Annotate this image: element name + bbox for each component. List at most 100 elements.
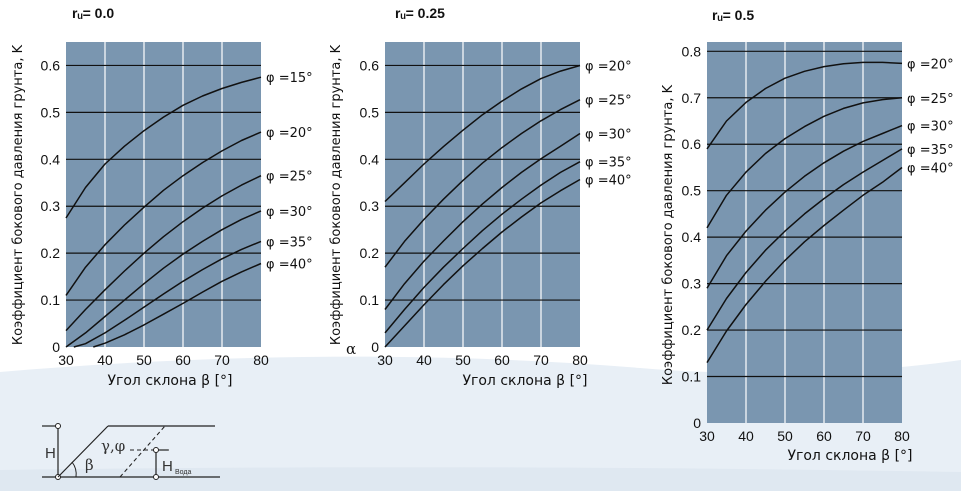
y-tick-label: 0.5 (41, 104, 61, 120)
y-tick-label: 0.3 (682, 276, 702, 292)
diagram-label-gamma-phi: γ,φ (101, 437, 125, 455)
diagram-label-beta: β (85, 456, 94, 474)
y-tick-label: 0.5 (682, 183, 702, 199)
diagram-label-H-water: H (162, 458, 173, 475)
series-label: φ =40° (266, 258, 313, 273)
series-line (65, 76, 262, 219)
y-tick-label: 0.6 (682, 136, 702, 152)
y-tick-label: 0.1 (360, 292, 380, 308)
x-tick-label: 40 (416, 352, 432, 368)
series-label: φ =20° (266, 126, 313, 141)
series-line (73, 240, 262, 348)
series-line (384, 64, 581, 203)
diagram-label-water-sub: Вода (175, 469, 191, 476)
x-tick-label: 50 (777, 428, 793, 444)
series-label: φ =30° (585, 128, 632, 143)
series-label: φ =30° (266, 205, 313, 220)
series-line (706, 148, 903, 331)
y-tick-label: 0.4 (682, 229, 702, 245)
x-tick-label: 60 (175, 352, 191, 368)
y-tick-label: 0.6 (360, 57, 380, 73)
chart-title: rᵤ= 0.25 (395, 5, 445, 21)
y-tick-label: 0.1 (41, 292, 61, 308)
x-tick-label: 40 (97, 352, 113, 368)
y-tick-label: 0.2 (360, 245, 380, 261)
series-line (384, 99, 581, 268)
series-label: φ =35° (585, 156, 632, 171)
alpha-label: α (346, 340, 356, 358)
x-axis-label: Угол склона β [°] (462, 373, 587, 389)
series-line (93, 262, 262, 348)
x-tick-label: 60 (494, 352, 510, 368)
series-line (65, 131, 262, 296)
y-tick-label: 0.5 (360, 104, 380, 120)
series-label: φ =20° (907, 57, 954, 72)
diagram-node-top (55, 423, 61, 429)
y-tick-label: 0.2 (41, 245, 61, 261)
y-tick-label: 0.6 (41, 57, 61, 73)
x-tick-label: 30 (699, 428, 715, 444)
y-tick-label: 0.8 (682, 43, 702, 59)
x-tick-label: 50 (455, 352, 471, 368)
x-tick-label: 30 (377, 352, 393, 368)
plot-area (385, 42, 580, 347)
x-tick-label: 40 (738, 428, 754, 444)
diagram-slope-line (57, 425, 109, 478)
chart-title: rᵤ= 0.5 (712, 7, 754, 23)
series-label: φ =15° (266, 71, 313, 86)
y-tick-label: 0.3 (360, 198, 380, 214)
y-tick-label: 0.7 (682, 90, 702, 106)
y-axis-label: Коэффициент бокового давления грунта, K (11, 44, 26, 345)
y-tick-label: 0 (693, 415, 701, 431)
plot-area (707, 42, 902, 423)
diagram-angle-arc (71, 461, 77, 478)
series-line (706, 166, 903, 363)
x-tick-label: 70 (855, 428, 871, 444)
x-tick-label: 30 (58, 352, 74, 368)
series-label: φ =35° (266, 235, 313, 250)
x-tick-label: 70 (214, 352, 230, 368)
x-axis-label: Угол склона β [°] (787, 448, 912, 464)
y-axis-label: Коэффициент бокового давления грунта, K (661, 84, 676, 385)
diagram-water-slope (119, 425, 166, 478)
x-tick-label: 60 (816, 428, 832, 444)
x-tick-label: 50 (136, 352, 152, 368)
diagram-node-water-bottom (153, 474, 159, 480)
x-tick-label: 80 (572, 352, 588, 368)
y-tick-label: 0.3 (41, 198, 61, 214)
series-line (706, 97, 903, 229)
x-axis-label: Угол склона β [°] (107, 373, 232, 389)
series-label: φ =35° (907, 143, 954, 158)
y-tick-label: 0 (371, 339, 379, 355)
y-tick-label: 0.4 (41, 151, 61, 167)
x-tick-label: 80 (894, 428, 910, 444)
series-line (384, 161, 581, 334)
series-line (706, 124, 903, 289)
series-line (384, 132, 581, 310)
series-label: φ =25° (266, 170, 313, 185)
series-label: φ =30° (907, 120, 954, 135)
y-tick-label: 0.1 (682, 369, 702, 385)
y-tick-label: 0.2 (682, 322, 702, 338)
y-tick-label: 0 (52, 339, 60, 355)
series-label: φ =20° (585, 60, 632, 75)
y-tick-label: 0.4 (360, 151, 380, 167)
series-label: φ =40° (907, 162, 954, 177)
series-line (384, 178, 581, 348)
series-label: φ =40° (585, 174, 632, 189)
diagram-node-water-top (153, 447, 159, 453)
series-label: φ =25° (907, 92, 954, 107)
series-label: φ =25° (585, 94, 632, 109)
series-line (706, 61, 903, 150)
diagram-label-H: H (45, 445, 56, 462)
series-line (65, 175, 262, 332)
series-line (65, 210, 262, 348)
x-tick-label: 80 (253, 352, 269, 368)
x-tick-label: 70 (533, 352, 549, 368)
y-axis-label: Коэффициент бокового давления грунта, K (329, 44, 344, 345)
chart-title: rᵤ= 0.0 (72, 5, 114, 21)
